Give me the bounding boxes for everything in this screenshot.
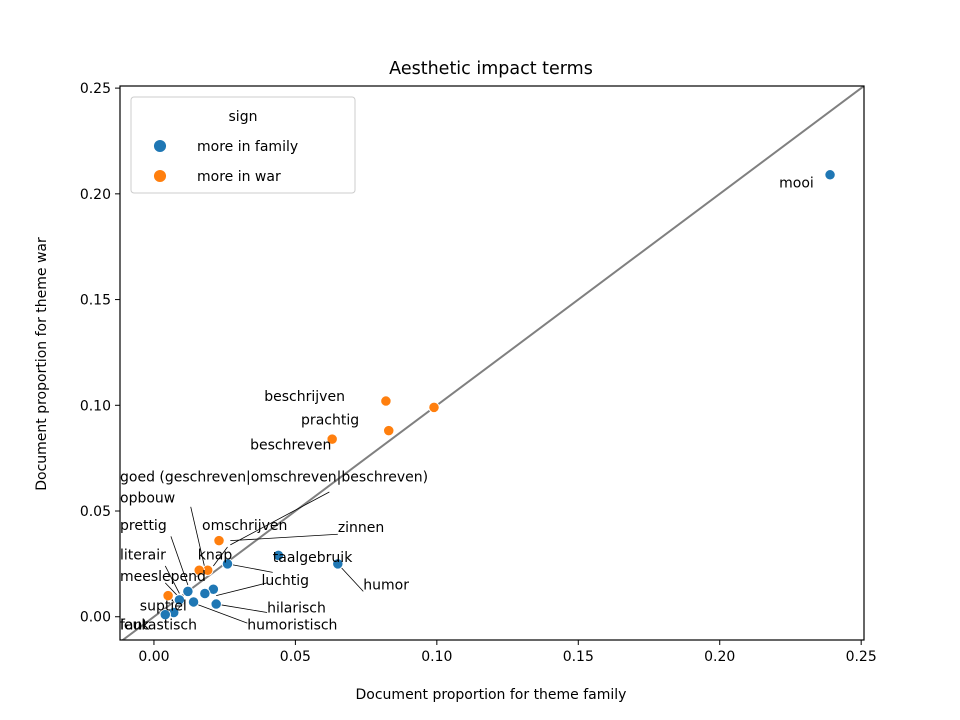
data-point-more-in-family: [182, 585, 194, 598]
legend-entry-label: more in war: [197, 169, 281, 185]
annotation-leader-line: [164, 565, 180, 594]
legend: sign more in family more in war: [130, 96, 356, 194]
x-tick-label: 0.10: [421, 649, 452, 665]
annotation-label: suptiel: [140, 598, 187, 614]
x-tick-label: 0.05: [280, 649, 311, 665]
annotation-leader-line: [230, 533, 338, 542]
annotation-leader-line: [213, 546, 228, 567]
x-tick-label: 0.15: [563, 649, 594, 665]
annotation-label: humoristisch: [247, 617, 337, 633]
legend-title: sign: [229, 109, 258, 125]
annotation-label: omschrijven: [202, 518, 287, 534]
data-point-more-in-family: [221, 558, 234, 570]
annotation-leader-line: [230, 491, 330, 546]
annotation-label: prachtig: [301, 412, 359, 428]
legend-marker: [153, 139, 167, 153]
y-tick-label: 0.00: [80, 610, 111, 626]
data-point-more-in-family: [187, 596, 200, 608]
annotation-label: hilarisch: [267, 601, 326, 617]
annotation-label: beschrijven: [264, 389, 345, 405]
x-tick-label: 0.20: [704, 649, 735, 665]
data-point-more-in-family: [824, 169, 836, 181]
annotation-leader-line: [227, 563, 273, 573]
y-tick-label: 0.15: [80, 293, 111, 309]
data-point-more-in-family: [210, 598, 222, 610]
annotation-label: knap: [198, 548, 233, 564]
data-point-more-in-family: [332, 558, 344, 570]
annotation-label: taalgebruik: [273, 550, 353, 566]
data-point-more-in-war: [213, 534, 225, 547]
chart-title: Aesthetic impact terms: [389, 59, 593, 79]
legend-entry-label: more in family: [197, 139, 298, 155]
data-point-more-in-family: [199, 587, 211, 600]
annotation-label: zinnen: [338, 520, 384, 536]
data-point-more-in-war: [193, 564, 205, 576]
y-axis-label: Document proportion for theme war: [34, 237, 50, 491]
annotation-leader-line: [190, 601, 248, 624]
annotation-label: luchtig: [261, 573, 309, 589]
annotation-label: leuk: [120, 617, 150, 633]
y-tick-label: 0.25: [80, 81, 111, 97]
data-point-more-in-war: [428, 401, 440, 414]
legend-marker: [153, 169, 167, 183]
plot-area: mooi beschrijven prachtig beschreven goed (g…: [80, 81, 877, 665]
diagonal-reference-line: [121, 86, 864, 640]
x-tick-label: 0.00: [138, 649, 169, 665]
annotation-label: fantastisch: [120, 617, 197, 633]
annotation-leader-line: [337, 563, 364, 592]
axes-frame: [119, 85, 865, 641]
data-point-more-in-war: [383, 425, 395, 437]
annotation-leader-line: [216, 603, 268, 613]
annotation-label: beschreven: [250, 438, 331, 454]
data-point-more-in-war: [162, 589, 174, 602]
annotation-label: literair: [120, 548, 166, 564]
x-axis-label: Document proportion for theme family: [356, 687, 627, 703]
data-point-more-in-family: [173, 594, 186, 606]
annotation-leader-line: [190, 506, 206, 569]
data-point-more-in-family: [272, 549, 285, 562]
data-point-more-in-war: [326, 433, 338, 445]
annotation-label: mooi: [779, 175, 814, 191]
annotation-label: humor: [363, 577, 409, 593]
y-tick-label: 0.05: [80, 504, 111, 520]
annotation-leader-line: [216, 582, 268, 596]
annotation-leader-line: [170, 536, 189, 586]
y-tick-label: 0.20: [80, 187, 111, 203]
data-point-more-in-war: [380, 395, 392, 407]
legend-box: [130, 96, 356, 194]
annotation-label: goed (geschreven|omschreven|beschreven): [120, 469, 428, 485]
data-point-more-in-family: [159, 608, 171, 621]
annotation-label: meeslepend: [120, 569, 206, 585]
annotation-label: opbouw: [120, 491, 175, 507]
y-tick-label: 0.10: [80, 398, 111, 414]
x-tick-label: 0.25: [846, 649, 877, 665]
annotation-label: prettig: [120, 518, 167, 534]
